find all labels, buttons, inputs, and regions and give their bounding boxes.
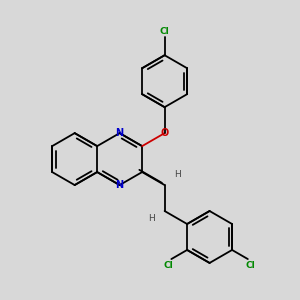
Text: N: N [116,128,124,138]
Text: Cl: Cl [160,27,170,36]
Text: Cl: Cl [246,261,256,270]
Text: O: O [160,128,169,138]
Text: N: N [116,180,124,190]
Text: Cl: Cl [164,261,173,270]
Text: H: H [174,170,181,179]
Text: H: H [148,214,155,223]
